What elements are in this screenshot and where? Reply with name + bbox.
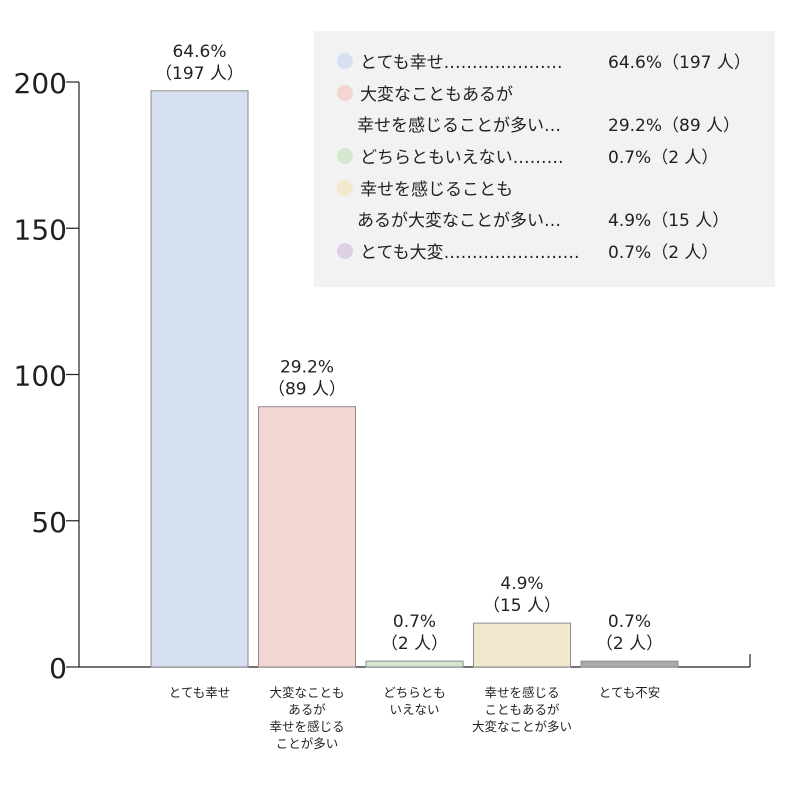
legend-swatch (337, 180, 353, 196)
bar (150, 90, 249, 668)
bars (150, 90, 679, 668)
x-tick-label: いえない (389, 702, 439, 717)
data-label-percent: 0.7% (608, 612, 651, 632)
x-tick-label: 大変なことが多い (472, 719, 572, 734)
x-tick-label: 幸せを感じる (269, 719, 344, 734)
legend-swatch (337, 148, 353, 164)
bar (258, 406, 356, 668)
data-label-percent: 4.9% (500, 574, 543, 594)
legend-background (314, 31, 775, 287)
x-tick-label: あるが (288, 702, 326, 717)
data-label-percent: 64.6% (172, 42, 226, 62)
legend-swatch (337, 53, 353, 69)
legend-label: どちらともいえない……… (360, 148, 564, 168)
y-tick-label: 150 (14, 213, 67, 246)
x-tick-label: ことが多い (276, 736, 339, 751)
x-tick-label: 幸せを感じる (484, 685, 559, 700)
y-tick-label: 0 (49, 652, 67, 685)
legend-label: とても幸せ………………… (360, 53, 563, 73)
bar (473, 622, 571, 668)
y-tick-label: 100 (14, 360, 67, 393)
legend-value: 0.7%（2 人） (608, 148, 718, 168)
x-tick-label: とても幸せ (169, 685, 231, 700)
bar (365, 660, 464, 668)
legend-value: 4.9%（15 人） (608, 211, 729, 231)
data-label-count: （197 人） (155, 64, 244, 84)
legend-label: あるが大変なことが多い… (357, 211, 561, 231)
x-tick-label: どちらとも (383, 685, 446, 700)
legend-value: 64.6%（197 人） (608, 53, 751, 73)
legend-label: とても大変…………………… (360, 243, 580, 263)
x-tick-label: とても不安 (599, 685, 661, 700)
x-tick-label: 大変なことも (269, 685, 344, 700)
legend-label: 幸せを感じることが多い… (357, 116, 561, 136)
data-label-count: （2 人） (381, 634, 448, 654)
bar (580, 660, 679, 668)
legend-swatch (337, 243, 353, 259)
data-label-percent: 0.7% (393, 612, 436, 632)
y-tick-label: 50 (31, 506, 67, 539)
legend-label: 幸せを感じることも (360, 180, 513, 200)
legend: とても幸せ………………… 64.6%（197 人）大変なこともあるが幸せを感じるこ… (314, 31, 775, 287)
data-label-percent: 29.2% (280, 358, 334, 378)
data-label-count: （89 人） (268, 380, 346, 400)
data-label-count: （15 人） (483, 596, 561, 616)
legend-label: 大変なこともあるが (360, 85, 513, 105)
legend-value: 29.2%（89 人） (608, 116, 740, 136)
data-label-count: （2 人） (596, 634, 663, 654)
y-tick-label: 200 (14, 67, 67, 100)
legend-swatch (337, 85, 353, 101)
x-tick-label: こともあるが (484, 702, 560, 717)
legend-value: 0.7%（2 人） (608, 243, 718, 263)
